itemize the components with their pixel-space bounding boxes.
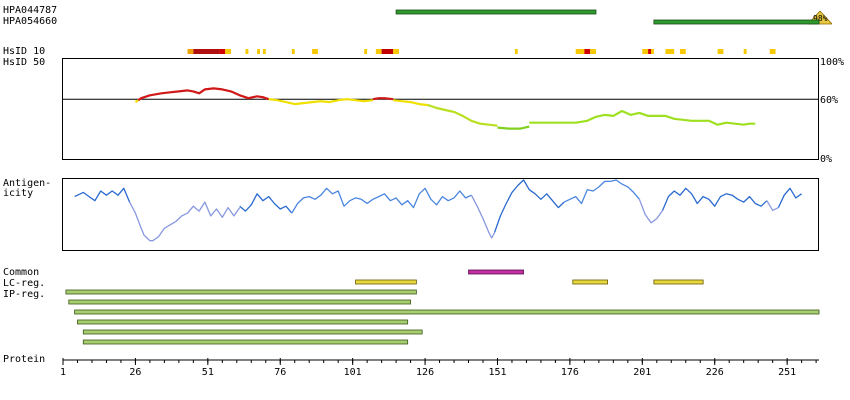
hsid10-label: HsID 10 [3,46,46,57]
hsid-mark [651,49,654,54]
identity-series [268,98,374,106]
y-tick-0: 0% [820,154,833,165]
protein-axis-tick-label: 51 [202,367,214,378]
hsid-mark [743,49,747,54]
common-label: Common [3,267,40,278]
hsid-mark [219,49,226,54]
hsid-mark [381,49,394,54]
antigenicity-series [74,187,131,203]
identity-series [529,109,756,126]
protein-axis-tick-label: 1 [60,367,66,378]
antigenicity-series [638,199,664,224]
protein-axis-tick-label: 201 [633,367,651,378]
hsid-mark [291,49,295,54]
lc-region-bar [572,279,608,285]
identity-series [134,99,139,104]
protein-axis-tick-label: 226 [706,367,724,378]
protein-axis-tick-label: 176 [561,367,579,378]
hsid-mark [590,49,596,54]
hsid-mark [187,49,194,54]
hsid-mark [312,49,318,54]
hsid-mark [225,49,231,54]
identity-series [427,104,498,127]
antigenicity-series [563,179,640,205]
hsid-mark [679,49,686,54]
antigenicity-series [662,187,768,211]
coverage-badge-text: 98% [813,14,828,23]
protein-axis-tick-label: 151 [488,367,506,378]
lc-region-bar [355,279,417,285]
protein-axis-tick-label: 26 [129,367,141,378]
protein-label: Protein [3,354,46,365]
lc-region-bar [653,279,704,285]
antibody-label-1: HPA044787 [3,5,58,16]
antigenicity-series [766,200,779,212]
antigenicity-series [291,187,472,214]
identity-series [497,125,530,130]
antigenicity-panel [62,178,819,251]
protein-axis-tick-label: 126 [416,367,434,378]
antigenicity-series [129,201,241,242]
antibody-bar-2 [653,19,820,25]
antigenicity-label: Antigen- icity [3,179,51,199]
hsid-mark [514,49,518,54]
antibody-label-2: HPA054660 [3,16,58,27]
identity-series [393,99,429,107]
protein-axis-tick-label: 251 [778,367,796,378]
y-tick-60: 60% [820,95,839,106]
ip-region-bar [77,319,409,325]
hsid-mark [584,49,591,54]
protein-axis-tick-label: 76 [274,367,286,378]
y-tick-100: 100% [820,57,845,68]
hsid-mark [257,49,260,54]
ip-region-bar [82,339,409,345]
identity-series [137,87,270,102]
antigenicity-series [470,194,496,239]
common-region-bar [468,269,524,275]
antigenicity-series [239,193,293,214]
hsid-mark [665,49,675,54]
protein-axis-tick-label: 101 [344,367,362,378]
ip-region-bar [74,309,820,315]
ip-region-bar [82,329,423,335]
hsid50-label: HsID 50 [3,57,46,68]
hsid-mark [375,49,382,54]
ip-region-bar [65,289,417,295]
antibody-bar-1 [395,9,597,15]
hsid-mark [648,49,651,54]
antigenicity-label-text: Antigen- icity [3,178,52,199]
ip-reg-label: IP-reg. [3,289,46,300]
lc-reg-label: LC-reg. [3,278,46,289]
antigenicity-series [493,179,565,233]
hsid-mark [575,49,585,54]
hsid-mark [193,49,220,54]
antigenicity-series [777,187,802,208]
hsid-mark [393,49,399,54]
ip-region-bar [68,299,411,305]
hsid-mark [245,49,249,54]
hsid-mark [364,49,368,54]
identity-series [372,97,394,101]
hsid-mark [769,49,776,54]
hsid-mark [642,49,649,54]
hsid-mark [717,49,724,54]
hsid-mark [262,49,266,54]
